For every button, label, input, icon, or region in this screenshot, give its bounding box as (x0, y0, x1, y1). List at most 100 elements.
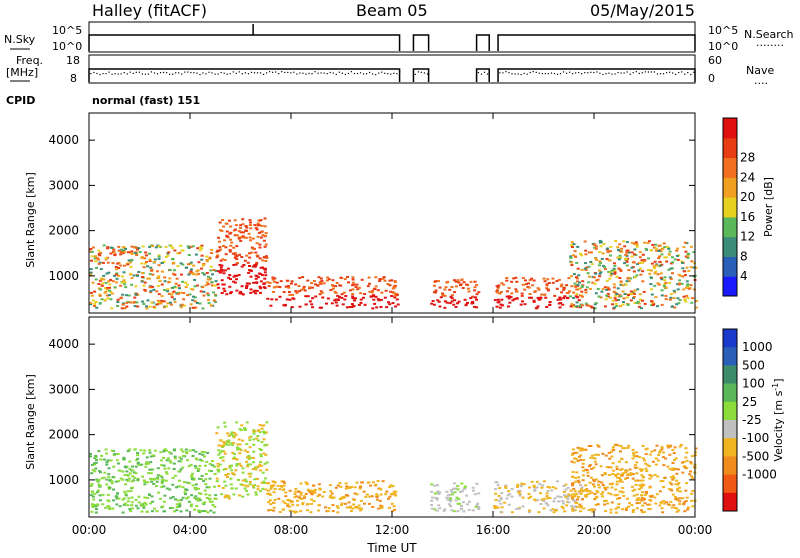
echo-cell (284, 285, 288, 288)
nave-dot (393, 72, 395, 74)
echo-cell (222, 245, 225, 247)
echo-cell (535, 307, 539, 310)
nave-dot (278, 73, 280, 75)
echo-cell (133, 246, 137, 249)
echo-cell (306, 295, 310, 298)
echo-cell (198, 249, 202, 252)
echo-cell (587, 492, 591, 495)
echo-cell (351, 507, 355, 510)
echo-cell (303, 495, 307, 498)
echo-cell (181, 450, 185, 453)
echo-cell (361, 481, 364, 484)
echo-cell (532, 299, 536, 302)
echo-cell (200, 247, 204, 250)
nave-dot (141, 73, 143, 75)
nave-dot (420, 71, 422, 73)
echo-cell (593, 307, 597, 310)
echo-cell (540, 293, 544, 296)
echo-cell (463, 485, 467, 488)
echo-cell (643, 497, 646, 500)
echo-cell (130, 496, 134, 499)
echo-cell (618, 497, 622, 500)
echo-cell (218, 221, 222, 224)
echo-cell (122, 458, 126, 461)
echo-cell (199, 492, 203, 495)
echo-cell (650, 494, 654, 497)
echo-cell (549, 509, 553, 512)
echo-cell (642, 290, 646, 293)
echo-cell (200, 475, 204, 477)
nave-dot (662, 73, 665, 75)
echo-cell (682, 246, 686, 249)
nave-dot (138, 71, 140, 73)
echo-cell (557, 278, 561, 281)
echo-cell (570, 244, 574, 247)
echo-cell (591, 457, 594, 460)
echo-cell (683, 274, 687, 277)
echo-cell (257, 224, 261, 227)
echo-cell (584, 468, 588, 471)
echo-cell (248, 269, 252, 272)
echo-cell (591, 454, 595, 457)
echo-cell (519, 485, 523, 488)
echo-cell (129, 510, 133, 513)
echo-cell (669, 476, 673, 479)
echo-cell (474, 296, 477, 299)
echo-cell (682, 270, 686, 273)
echo-cell (143, 288, 147, 291)
echo-cell (162, 485, 166, 488)
echo-cell (156, 477, 160, 480)
echo-cell (252, 486, 256, 489)
echo-cell (565, 284, 569, 287)
echo-cell (89, 268, 93, 271)
echo-cell (618, 305, 622, 308)
echo-cell (188, 262, 192, 265)
echo-cell (612, 449, 616, 452)
echo-cell (430, 490, 434, 493)
echo-cell (625, 497, 629, 500)
echo-cell (220, 279, 224, 282)
echo-cell (571, 476, 574, 478)
echo-cell (351, 278, 355, 281)
echo-cell (252, 438, 256, 441)
echo-cell (116, 262, 120, 265)
echo-cell (227, 434, 231, 437)
echo-cell (573, 255, 577, 258)
echo-cell (572, 297, 576, 299)
colorbar-segment (723, 383, 737, 403)
echo-cell (570, 497, 574, 500)
echo-cell (600, 481, 604, 484)
echo-cell (669, 500, 673, 503)
echo-cell (659, 501, 663, 504)
power-colorbar-frame (722, 117, 738, 297)
echo-cell (542, 500, 546, 502)
echo-cell (217, 470, 221, 473)
echo-cell (624, 283, 628, 286)
echo-cell (615, 275, 619, 278)
velocity-colorbar-frame (722, 328, 738, 512)
echo-cell (443, 300, 447, 303)
echo-cell (257, 231, 261, 234)
echo-cell (183, 491, 187, 494)
echo-cell (265, 257, 269, 259)
echo-cell (581, 474, 585, 477)
echo-cell (130, 480, 134, 483)
echo-cell (148, 286, 152, 289)
echo-cell (108, 486, 112, 489)
echo-cell (214, 280, 218, 283)
echo-cell (600, 493, 604, 496)
nave-dot (317, 72, 319, 74)
echo-cell (171, 247, 175, 250)
nave-dot (659, 73, 662, 75)
echo-cell (546, 278, 550, 281)
echo-cell (473, 493, 477, 496)
echo-cell (130, 277, 134, 280)
nave-dot (605, 73, 607, 75)
echo-cell (617, 258, 621, 261)
echo-cell (430, 507, 434, 510)
echo-cell (609, 274, 613, 277)
echo-cell (676, 258, 680, 261)
echo-cell (94, 511, 98, 514)
echo-cell (366, 481, 370, 484)
